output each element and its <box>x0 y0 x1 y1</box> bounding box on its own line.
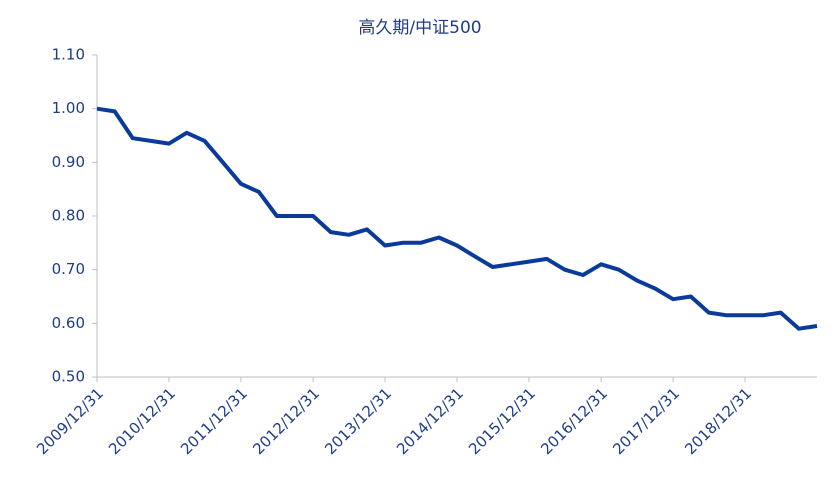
y-tick-label: 0.60 <box>52 314 85 332</box>
y-tick-label: 1.00 <box>52 99 85 117</box>
y-tick-label: 0.90 <box>52 153 85 171</box>
x-tick-label: 2009/12/31 <box>33 384 107 458</box>
chart-title: 高久期/中证500 <box>358 18 481 38</box>
x-tick-label: 2010/12/31 <box>105 384 179 458</box>
x-tick-label: 2018/12/31 <box>681 384 755 458</box>
y-tick-label: 0.80 <box>52 207 85 225</box>
x-tick-label: 2015/12/31 <box>465 384 539 458</box>
x-tick-label: 2011/12/31 <box>177 384 251 458</box>
x-tick-label: 2013/12/31 <box>321 384 395 458</box>
series-line <box>96 106 818 331</box>
x-tick-label: 2012/12/31 <box>249 384 323 458</box>
y-tick-label: 1.10 <box>52 46 85 64</box>
x-tick-label: 2014/12/31 <box>393 384 467 458</box>
y-tick-label: 0.70 <box>52 260 85 278</box>
x-tick-label: 2017/12/31 <box>609 384 683 458</box>
x-tick-label: 2016/12/31 <box>537 384 611 458</box>
y-tick-label: 0.50 <box>52 368 85 386</box>
